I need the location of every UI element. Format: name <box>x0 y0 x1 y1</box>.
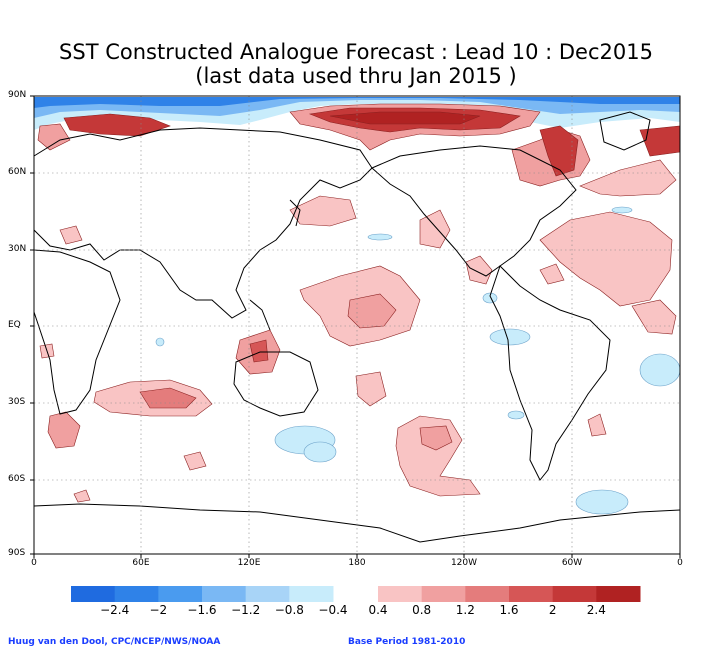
lon-label-60w: 60W <box>561 558 583 568</box>
warm-anomaly-regions <box>37 103 681 503</box>
colorbar-swatch-positive-2 <box>465 586 510 602</box>
lat-label-60n: 60N <box>8 167 27 177</box>
lon-label-60e: 60E <box>132 558 150 568</box>
colorbar-swatch-negative-4 <box>245 586 290 602</box>
lat-label-eq: EQ <box>8 320 21 330</box>
lat-label-30s: 30S <box>8 397 26 407</box>
colorbar-label: 1.2 <box>455 603 475 617</box>
lat-label-30n: 30N <box>8 244 27 254</box>
colorbar-swatch-positive-4 <box>552 586 597 602</box>
lon-label-0-end: 0 <box>677 558 683 568</box>
colorbar-swatch-negative-1 <box>114 586 159 602</box>
colorbar-label: −2.4 <box>100 603 130 617</box>
lat-label-90n: 90N <box>8 90 27 100</box>
colorbar-label: −1.6 <box>187 603 217 617</box>
colorbar <box>71 586 641 602</box>
colorbar-label: −0.4 <box>318 603 348 617</box>
colorbar-label: 1.6 <box>499 603 519 617</box>
colorbar-swatch-positive-1 <box>421 586 466 602</box>
colorbar-label: 2 <box>548 603 557 617</box>
colorbar-swatch-positive-3 <box>509 586 554 602</box>
continent-outlines <box>33 111 681 543</box>
lon-label-0: 0 <box>31 558 37 568</box>
cold-anomaly-regions <box>34 97 681 515</box>
colorbar-swatch-negative-0 <box>71 586 116 602</box>
lat-label-60s: 60S <box>8 474 26 484</box>
colorbar-swatch-negative-3 <box>202 586 247 602</box>
lon-label-120e: 120E <box>237 558 261 568</box>
colorbar-label: 2.4 <box>586 603 606 617</box>
colorbar-swatch-negative-5 <box>289 586 334 602</box>
colorbar-label: 0.8 <box>412 603 432 617</box>
axis-ticks <box>30 95 681 558</box>
colorbar-label: −1.2 <box>231 603 261 617</box>
colorbar-swatch-positive-5 <box>596 586 641 602</box>
lon-label-180: 180 <box>348 558 366 568</box>
colorbar-label: −0.8 <box>274 603 304 617</box>
colorbar-label: −2 <box>149 603 168 617</box>
map-subtitle: (last data used thru Jan 2015 ) <box>195 64 517 88</box>
map-title: SST Constructed Analogue Forecast : Lead… <box>59 40 653 64</box>
footer-base-period: Base Period 1981-2010 <box>348 637 466 647</box>
lon-label-120w: 120W <box>450 558 478 568</box>
colorbar-swatch-negative-2 <box>158 586 203 602</box>
lat-label-90s: 90S <box>8 548 26 558</box>
colorbar-label: 0.4 <box>368 603 388 617</box>
footer-credit: Huug van den Dool, CPC/NCEP/NWS/NOAA <box>8 637 221 647</box>
colorbar-swatch-positive-0 <box>378 586 423 602</box>
